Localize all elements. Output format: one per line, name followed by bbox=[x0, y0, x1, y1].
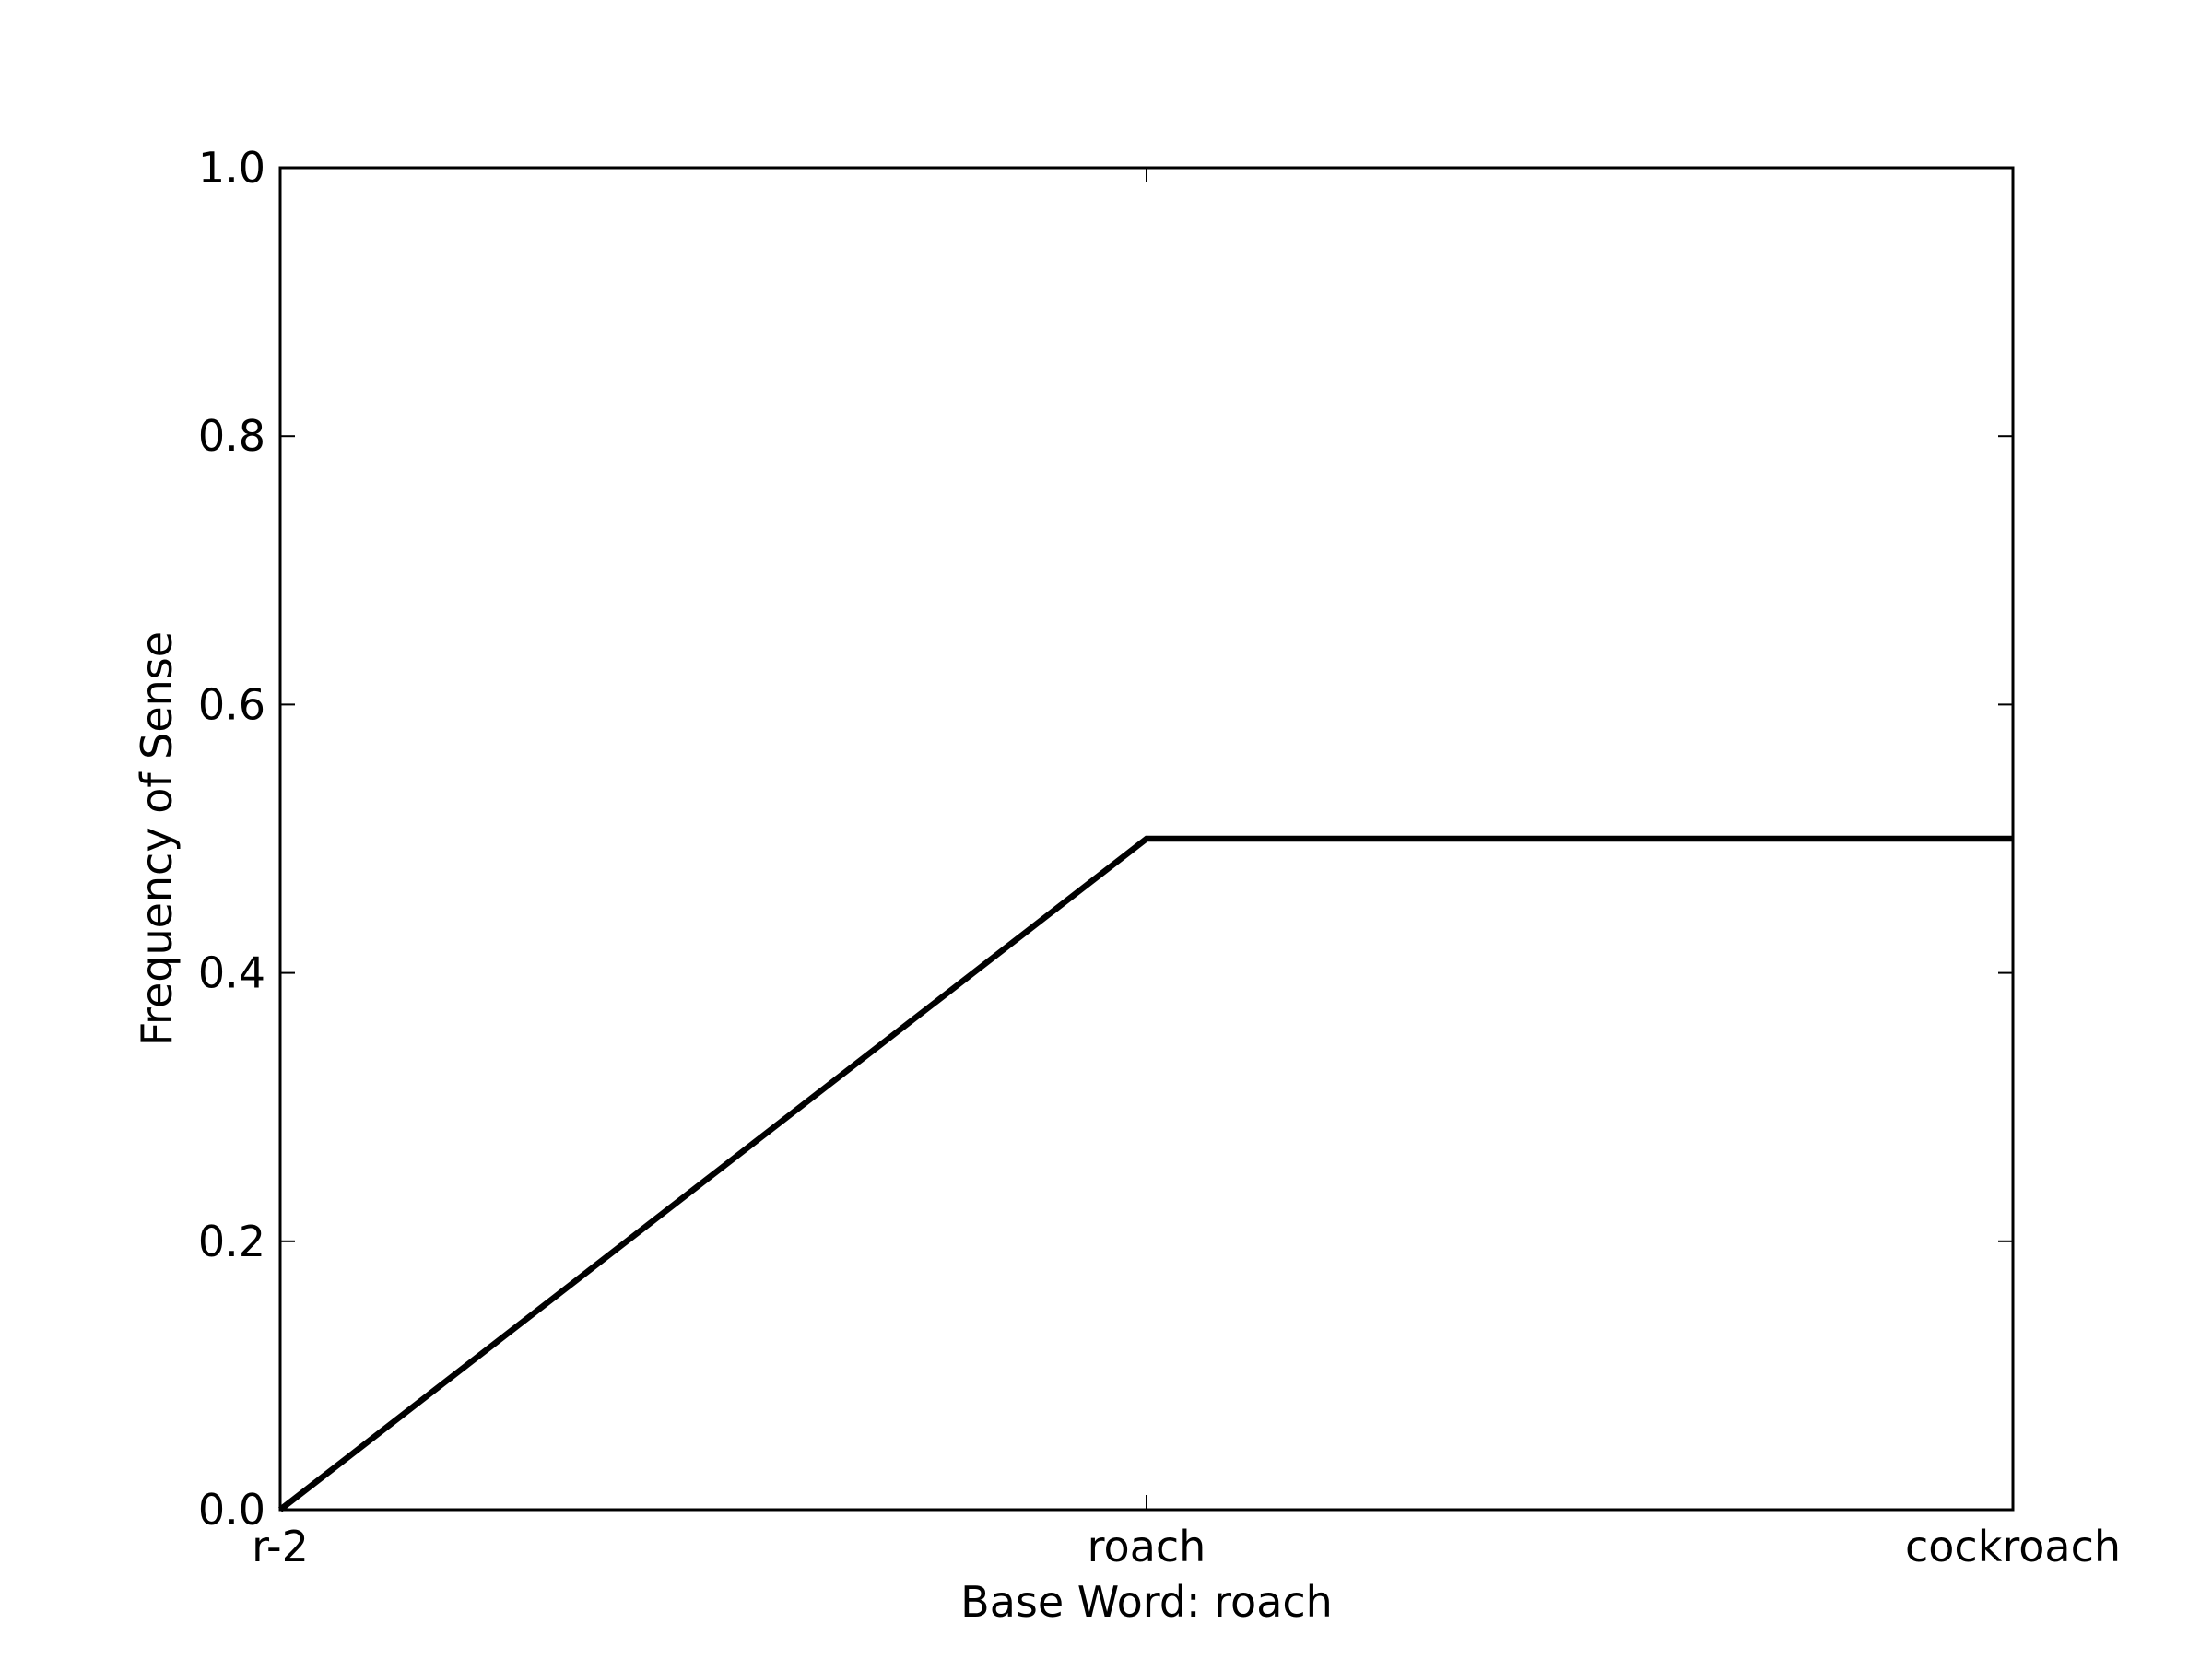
y-tick-label: 1.0 bbox=[198, 143, 265, 193]
x-tick-label: cockroach bbox=[1905, 1522, 2121, 1571]
y-tick-label: 0.6 bbox=[198, 679, 265, 729]
tick-labels-layer: 0.0 0.2 0.4 0.6 0.8 1.0 r-2 roach cockroach bbox=[198, 143, 2121, 1571]
y-tick-label: 0.0 bbox=[198, 1485, 265, 1535]
series-line bbox=[278, 835, 2013, 1512]
y-tick-label: 0.8 bbox=[198, 411, 265, 461]
series-layer bbox=[278, 835, 2013, 1512]
y-axis-label: Frequency of Sense bbox=[132, 631, 182, 1046]
plot-area-frame bbox=[278, 166, 2015, 1512]
x-tick-label: r-2 bbox=[252, 1522, 309, 1571]
x-tick-label: roach bbox=[1088, 1522, 1206, 1571]
y-tick-label: 0.4 bbox=[198, 948, 265, 998]
x-axis-label: Base Word: roach bbox=[960, 1577, 1333, 1627]
y-tick-label: 0.2 bbox=[198, 1217, 265, 1266]
